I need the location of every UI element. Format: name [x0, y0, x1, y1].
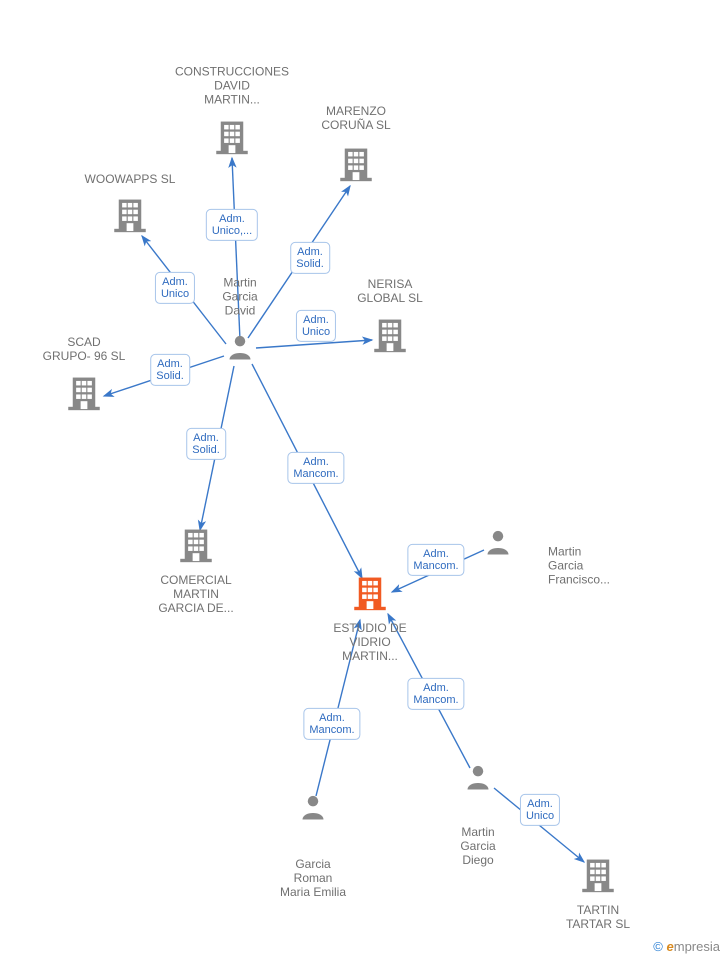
edge-label: Adm. Mancom.	[303, 708, 360, 740]
building-icon[interactable]	[372, 317, 408, 358]
building-icon[interactable]	[352, 575, 388, 616]
company-name: WOOWAPPS SL	[85, 173, 176, 187]
building-icon[interactable]	[178, 527, 214, 568]
edge-label: Adm. Solid.	[150, 354, 190, 386]
edge-label: Adm. Solid.	[186, 428, 226, 460]
edge-label: Adm. Mancom.	[407, 678, 464, 710]
brand-first-letter: e	[667, 939, 674, 954]
building-icon[interactable]	[112, 197, 148, 238]
edge-label: Adm. Unico	[296, 310, 336, 342]
person-name: Martin Garcia Francisco...	[548, 545, 610, 586]
brand-rest: mpresia	[674, 939, 720, 954]
person-icon[interactable]	[226, 333, 254, 366]
company-name: TARTIN TARTAR SL	[566, 904, 630, 932]
person-icon[interactable]	[484, 528, 512, 561]
person-name: Martin Garcia Diego	[460, 826, 495, 867]
company-name: ESTUDIO DE VIDRIO MARTIN...	[333, 622, 406, 663]
building-icon[interactable]	[66, 375, 102, 416]
edge-label: Adm. Unico,...	[206, 209, 258, 241]
company-name: COMERCIAL MARTIN GARCIA DE...	[158, 574, 233, 615]
company-name: NERISA GLOBAL SL	[357, 278, 423, 306]
person-icon[interactable]	[299, 793, 327, 826]
building-icon[interactable]	[580, 857, 616, 898]
person-name: Garcia Roman Maria Emilia	[280, 858, 346, 899]
watermark: © empresia	[653, 939, 720, 954]
edge-label: Adm. Unico	[520, 794, 560, 826]
company-name: SCAD GRUPO- 96 SL	[43, 336, 126, 364]
copyright-symbol: ©	[653, 939, 663, 954]
edge-label: Adm. Mancom.	[407, 544, 464, 576]
edge-label: Adm. Mancom.	[287, 452, 344, 484]
person-icon[interactable]	[464, 763, 492, 796]
edge-label: Adm. Solid.	[290, 242, 330, 274]
building-icon[interactable]	[338, 146, 374, 187]
company-name: CONSTRUCCIONES DAVID MARTIN...	[175, 65, 289, 106]
diagram-canvas	[0, 0, 728, 960]
person-name: Martin Garcia David	[222, 276, 257, 317]
company-name: MARENZO CORUÑA SL	[321, 105, 390, 133]
edge-label: Adm. Unico	[155, 272, 195, 304]
building-icon[interactable]	[214, 119, 250, 160]
